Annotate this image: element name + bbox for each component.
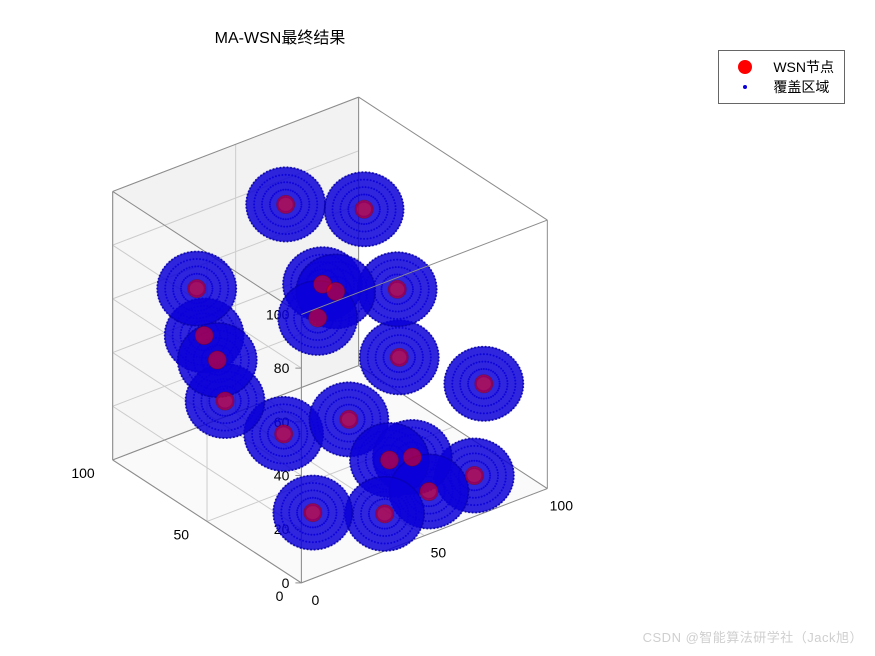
svg-text:50: 50 [173, 526, 189, 542]
legend-item-nodes: WSN节点 [727, 57, 834, 77]
legend: WSN节点 覆盖区域 [718, 50, 845, 104]
legend-marker-coverage [727, 79, 763, 95]
svg-text:100: 100 [550, 498, 574, 514]
svg-text:80: 80 [274, 360, 290, 376]
chart-title: MA-WSN最终结果 [0, 24, 560, 48]
legend-label-coverage: 覆盖区域 [773, 77, 829, 97]
legend-item-coverage: 覆盖区域 [727, 77, 834, 97]
svg-text:100: 100 [71, 465, 95, 481]
svg-text:50: 50 [431, 545, 447, 561]
svg-text:0: 0 [311, 592, 319, 608]
legend-marker-node [727, 59, 763, 75]
svg-text:0: 0 [276, 588, 284, 604]
watermark: CSDN @智能算法研学社（Jack旭） [643, 627, 863, 646]
plot-area: MA-WSN最终结果 020406080100050100050100 WSN节… [0, 0, 875, 656]
legend-label-node: WSN节点 [773, 57, 834, 77]
